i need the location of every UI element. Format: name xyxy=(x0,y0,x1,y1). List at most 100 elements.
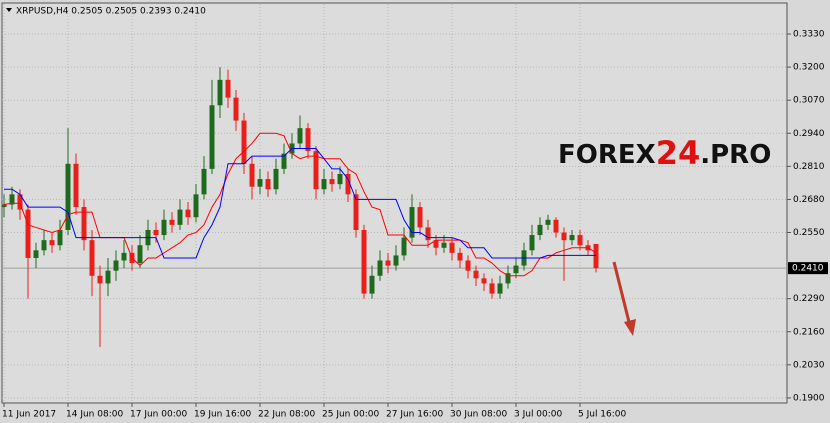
candle-body xyxy=(73,163,79,208)
candle-body xyxy=(41,240,47,251)
candle-body xyxy=(121,252,127,261)
y-tick-label: 0.1900 xyxy=(793,393,825,403)
candle-body xyxy=(257,179,263,187)
candle-body xyxy=(553,219,559,233)
y-tick-label: 0.2810 xyxy=(793,162,825,172)
candle-body xyxy=(105,270,111,284)
candle-body xyxy=(313,151,319,190)
candle-body xyxy=(353,194,359,230)
plot-area xyxy=(1,2,788,404)
candle-body xyxy=(113,260,119,271)
candle-body xyxy=(385,260,391,266)
forecast-arrow xyxy=(612,261,636,336)
x-tick-label: 14 Jun 08:00 xyxy=(66,410,123,420)
candle-body xyxy=(489,283,495,294)
watermark-part: FOREX xyxy=(558,140,656,170)
y-tick-label: 0.3070 xyxy=(793,96,825,106)
candle-body xyxy=(201,168,207,195)
y-tick-label: 0.2030 xyxy=(793,360,825,370)
candle-body xyxy=(449,242,455,253)
candle-body xyxy=(505,273,511,284)
title-icon xyxy=(6,8,12,12)
candle-body xyxy=(345,173,351,195)
chart-title: XRPUSD,H4 0.2505 0.2505 0.2393 0.2410 xyxy=(16,7,206,17)
candle-body xyxy=(513,265,519,274)
last-price-label: 0.2410 xyxy=(792,264,824,274)
candle-body xyxy=(233,97,239,121)
candle-body xyxy=(65,163,71,230)
candle-body xyxy=(457,252,463,261)
x-tick-label: 30 Jun 08:00 xyxy=(450,410,507,420)
candle-body xyxy=(217,79,223,106)
candle-body xyxy=(545,219,551,225)
y-tick-label: 0.2290 xyxy=(793,294,825,304)
candle-body xyxy=(369,275,375,294)
candle-body xyxy=(81,207,87,241)
x-tick-label: 19 Jun 16:00 xyxy=(194,410,251,420)
candle-body xyxy=(209,105,215,169)
candle-body xyxy=(417,207,423,228)
watermark: FOREX24.PRO xyxy=(558,134,771,172)
candle-body xyxy=(329,179,335,185)
candle-body xyxy=(9,194,15,205)
candle-body xyxy=(265,179,271,190)
y-tick-label: 0.2940 xyxy=(793,129,825,139)
candle-body xyxy=(433,240,439,248)
candle-body xyxy=(57,229,63,246)
candle-body xyxy=(473,270,479,279)
watermark-part: 24 xyxy=(656,134,701,172)
candle-body xyxy=(481,278,487,284)
x-tick-label: 17 Jun 00:00 xyxy=(130,410,187,420)
indicator-line xyxy=(4,148,596,259)
candle-body xyxy=(185,209,191,218)
grid xyxy=(2,4,787,403)
y-tick-label: 0.2680 xyxy=(793,195,825,205)
candle-body xyxy=(577,235,583,246)
y-tick-label: 0.2550 xyxy=(793,228,825,238)
y-tick-label: 0.2160 xyxy=(793,327,825,337)
y-tick-label: 0.3200 xyxy=(793,63,825,73)
candle-body xyxy=(441,242,447,248)
last-price-box xyxy=(788,262,828,275)
candle-body xyxy=(153,229,159,236)
candle-body xyxy=(529,235,535,251)
candle-body xyxy=(89,240,95,276)
watermark-part: .PRO xyxy=(700,140,771,170)
arrow-head xyxy=(624,319,636,336)
candle-body xyxy=(97,275,103,284)
candle-body xyxy=(17,194,23,210)
x-tick-label: 5 Jul 16:00 xyxy=(578,410,627,420)
arrow-shaft xyxy=(612,261,632,327)
candle-body xyxy=(593,243,599,269)
candle-body xyxy=(409,207,415,238)
candle-body xyxy=(337,173,343,185)
candle-body xyxy=(225,79,231,98)
candle-body xyxy=(193,194,199,218)
candle-body xyxy=(161,219,167,236)
candle-body xyxy=(425,227,431,241)
candle-body xyxy=(497,283,503,294)
candle-body xyxy=(1,204,7,208)
candle-body xyxy=(537,224,543,236)
x-tick-label: 11 Jun 2017 xyxy=(2,410,56,420)
candle-body xyxy=(249,163,255,187)
candle-body xyxy=(393,255,399,266)
candle-body xyxy=(137,245,143,264)
candle-body xyxy=(297,128,303,144)
candle-body xyxy=(561,232,567,241)
candle-body xyxy=(281,153,287,169)
candle-body xyxy=(377,260,383,276)
candle-body xyxy=(465,260,471,271)
candle-body xyxy=(177,209,183,225)
marks xyxy=(1,67,599,348)
candle-body xyxy=(273,168,279,190)
candle-body xyxy=(49,240,55,246)
candle-body xyxy=(361,229,367,294)
x-tick-label: 27 Jun 16:00 xyxy=(386,410,443,420)
x-tick-label: 22 Jun 08:00 xyxy=(258,410,315,420)
candle-body xyxy=(569,235,575,241)
candle-body xyxy=(33,250,39,258)
y-tick-label: 0.3330 xyxy=(793,30,825,40)
x-tick-label: 25 Jun 00:00 xyxy=(322,410,379,420)
